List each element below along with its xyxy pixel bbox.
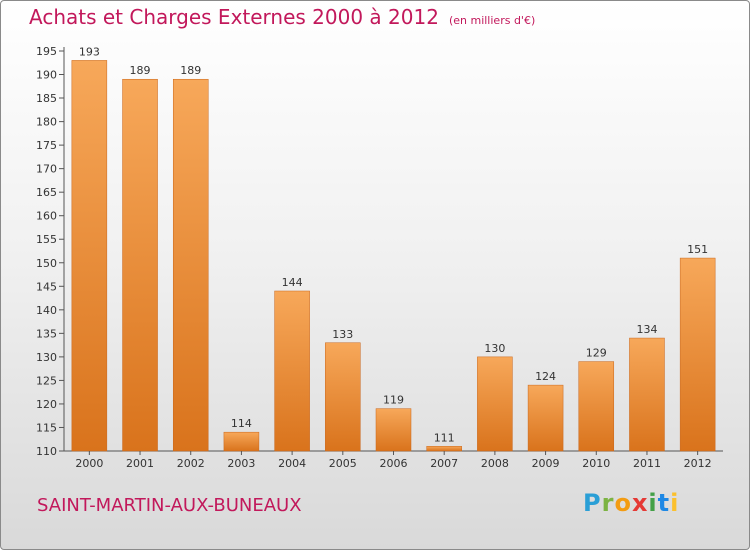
x-tick-label-2001: 2001: [126, 457, 154, 470]
data-label-2001: 189: [130, 64, 151, 77]
y-tick-label: 155: [36, 233, 57, 246]
data-label-2002: 189: [180, 64, 201, 77]
data-label-2012: 151: [687, 243, 708, 256]
y-tick-label: 195: [36, 45, 57, 58]
data-label-2005: 133: [332, 328, 353, 341]
chart-subtitle: (en milliers d'€): [448, 14, 536, 27]
x-tick-label-2000: 2000: [75, 457, 103, 470]
data-label-2006: 119: [383, 394, 404, 407]
y-tick-label: 160: [36, 210, 57, 223]
x-tick-label-2011: 2011: [633, 457, 661, 470]
bar-2001: [122, 78, 158, 452]
x-tick-label-2008: 2008: [481, 457, 509, 470]
bar-2000: [71, 60, 108, 452]
proxiti-logo[interactable]: Proxiti: [583, 489, 680, 517]
town-name: SAINT-MARTIN-AUX-BUNEAUX: [37, 495, 302, 516]
bar-2007: [426, 446, 462, 452]
y-tick-label: 180: [36, 116, 57, 129]
x-tick-label-2003: 2003: [227, 457, 255, 470]
y-tick-label: 190: [36, 69, 57, 82]
y-tick-label: 110: [36, 445, 57, 458]
bar-2003: [223, 431, 260, 452]
x-tick-label-2009: 2009: [532, 457, 560, 470]
bar-2012: [679, 257, 716, 452]
x-tick-label-2004: 2004: [278, 457, 306, 470]
y-tick-label: 165: [36, 186, 57, 199]
data-label-2009: 124: [535, 370, 556, 383]
x-tick-label-2002: 2002: [177, 457, 205, 470]
x-tick-label-2007: 2007: [430, 457, 458, 470]
bar-2006: [375, 408, 412, 452]
y-tick-label: 145: [36, 280, 57, 293]
data-label-2007: 111: [434, 431, 455, 444]
y-tick-label: 175: [36, 139, 57, 152]
x-tick-label-2005: 2005: [329, 457, 357, 470]
bar-2011: [629, 337, 665, 452]
chart-title: Achats et Charges Externes 2000 à 2012 (e…: [29, 5, 536, 29]
y-tick-label: 140: [36, 304, 57, 317]
y-tick-label: 115: [36, 421, 57, 434]
y-tick-label: 150: [36, 257, 57, 270]
y-tick-label: 120: [36, 398, 57, 411]
x-tick-label-2006: 2006: [380, 457, 408, 470]
data-label-2008: 130: [484, 342, 505, 355]
x-tick-label-2012: 2012: [684, 457, 712, 470]
bar-2002: [172, 78, 209, 452]
y-tick-label: 170: [36, 163, 57, 176]
bar-2005: [325, 342, 361, 452]
y-tick-label: 130: [36, 351, 57, 364]
y-tick-label: 135: [36, 327, 57, 340]
bar-2008: [477, 356, 513, 452]
data-label-2011: 134: [636, 323, 657, 336]
data-label-2010: 129: [586, 347, 607, 360]
data-label-2000: 193: [79, 45, 100, 58]
y-tick-label: 125: [36, 374, 57, 387]
x-tick-label-2010: 2010: [582, 457, 610, 470]
bar-2010: [578, 361, 615, 452]
y-tick-label: 185: [36, 92, 57, 105]
bar-2004: [274, 290, 310, 452]
bar-2009: [527, 384, 564, 452]
data-label-2003: 114: [231, 417, 252, 430]
data-label-2004: 144: [282, 276, 303, 289]
